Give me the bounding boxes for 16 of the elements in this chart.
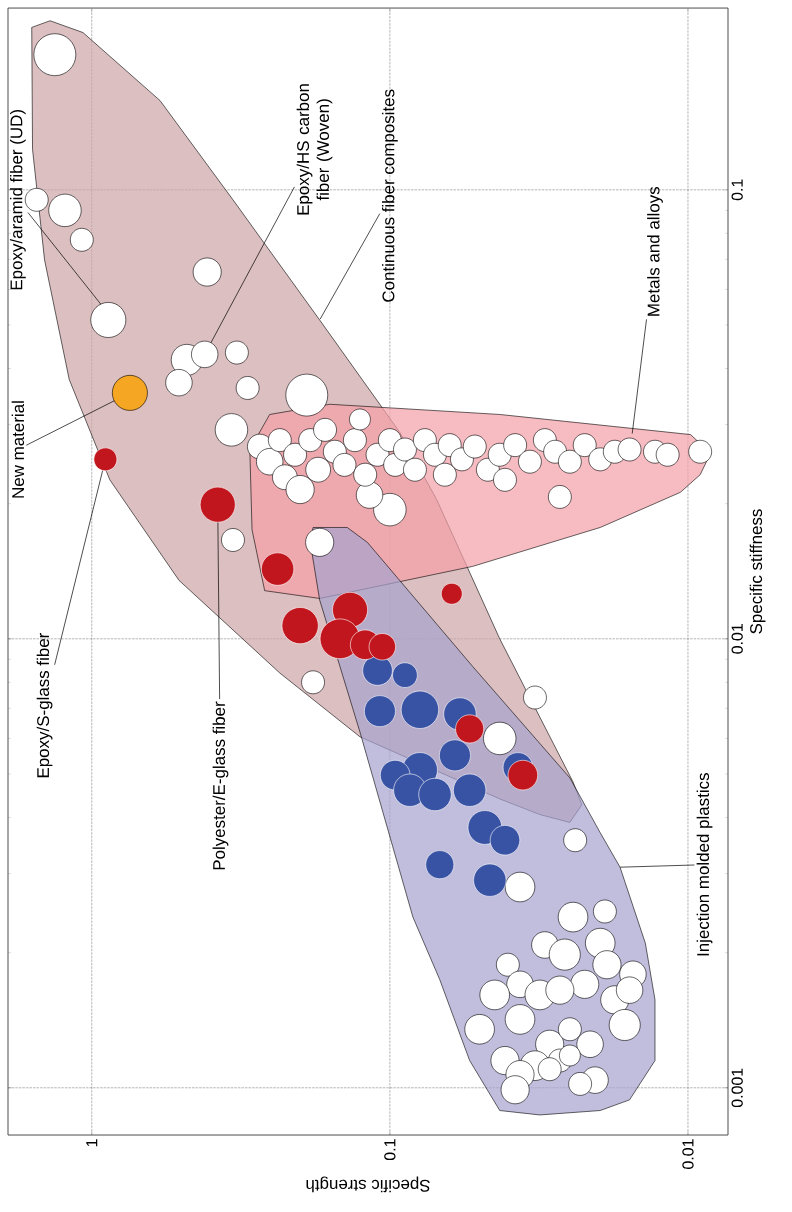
y-tick-label: 0.001 bbox=[731, 1068, 743, 1108]
annotation: Polyester/E-glass fiber bbox=[212, 701, 229, 870]
x-tick-label: 0.01 bbox=[682, 1139, 694, 1169]
annotation: Injection molded plastics bbox=[696, 773, 713, 956]
x-tick-label: 1 bbox=[86, 1139, 98, 1147]
x-axis-title: Specific strength bbox=[306, 1176, 430, 1193]
y-tick-label: 0.01 bbox=[731, 624, 743, 654]
y-tick-label: 0.1 bbox=[731, 179, 743, 201]
annotation: Epoxy/HS carbon fiber (Woven) bbox=[296, 84, 333, 215]
annotation: Metals and alloys bbox=[647, 186, 663, 316]
annotation: Continuous fiber composites bbox=[381, 89, 398, 302]
annotation: Epoxy/aramid fiber (UD) bbox=[9, 110, 26, 290]
annotation: New material bbox=[11, 401, 25, 498]
y-axis-title: Specific stiffness bbox=[749, 509, 766, 634]
x-tick-label: 0.1 bbox=[384, 1139, 396, 1161]
annotation: Epoxy/S-glass fiber bbox=[36, 632, 53, 778]
